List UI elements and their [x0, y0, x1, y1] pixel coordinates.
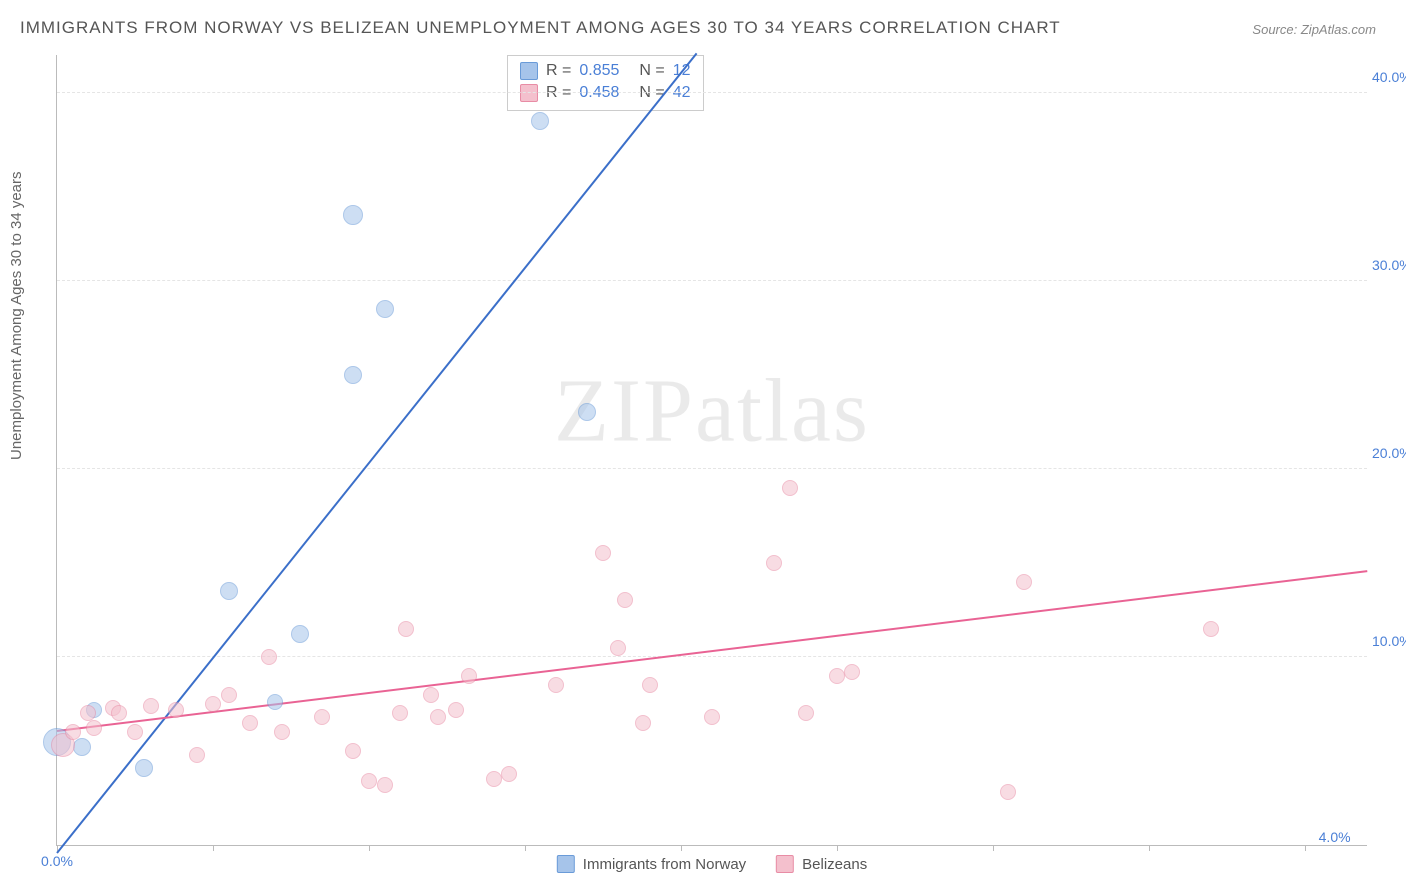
data-point-norway [73, 738, 91, 756]
gridline [57, 656, 1367, 657]
data-point-belizeans [65, 724, 81, 740]
data-point-belizeans [392, 705, 408, 721]
data-point-belizeans [610, 640, 626, 656]
data-point-norway [578, 403, 596, 421]
data-point-norway [220, 582, 238, 600]
data-point-norway [135, 759, 153, 777]
series-legend: Immigrants from Norway Belizeans [557, 855, 867, 873]
data-point-belizeans [704, 709, 720, 725]
data-point-belizeans [345, 743, 361, 759]
data-point-belizeans [127, 724, 143, 740]
legend-n-label: N = [639, 60, 664, 82]
data-point-belizeans [111, 705, 127, 721]
data-point-belizeans [798, 705, 814, 721]
legend-n-label: N = [639, 82, 664, 104]
series-legend-label: Belizeans [802, 856, 867, 873]
data-point-belizeans [423, 687, 439, 703]
data-point-belizeans [548, 677, 564, 693]
data-point-belizeans [168, 702, 184, 718]
x-tick [837, 845, 838, 851]
data-point-belizeans [1000, 784, 1016, 800]
data-point-belizeans [486, 771, 502, 787]
data-point-belizeans [398, 621, 414, 637]
legend-r-value: 0.458 [579, 82, 619, 104]
legend-r-value: 0.855 [579, 60, 619, 82]
gridline [57, 92, 1367, 93]
data-point-norway [267, 694, 283, 710]
x-tick [1149, 845, 1150, 851]
data-point-belizeans [430, 709, 446, 725]
data-point-belizeans [189, 747, 205, 763]
trend-line-belizeans [57, 570, 1367, 732]
data-point-belizeans [205, 696, 221, 712]
legend-r-label: R = [546, 60, 571, 82]
data-point-belizeans [844, 664, 860, 680]
data-point-belizeans [595, 545, 611, 561]
y-axis-label: Unemployment Among Ages 30 to 34 years [8, 171, 25, 460]
data-point-belizeans [642, 677, 658, 693]
data-point-belizeans [1203, 621, 1219, 637]
source-label: Source: [1252, 22, 1297, 37]
data-point-belizeans [635, 715, 651, 731]
data-point-belizeans [361, 773, 377, 789]
y-tick-label: 20.0% [1372, 445, 1406, 461]
source-value: ZipAtlas.com [1301, 22, 1376, 37]
data-point-norway [343, 205, 363, 225]
data-point-belizeans [86, 720, 102, 736]
x-tick [993, 845, 994, 851]
data-point-belizeans [461, 668, 477, 684]
x-tick-label: 0.0% [41, 853, 73, 869]
data-point-norway [376, 300, 394, 318]
y-tick-label: 10.0% [1372, 633, 1406, 649]
legend-swatch [520, 84, 538, 102]
data-point-belizeans [377, 777, 393, 793]
data-point-norway [344, 366, 362, 384]
plot-area: ZIPatlas R =0.855N =12R =0.458N =42 Immi… [56, 55, 1367, 846]
data-point-belizeans [221, 687, 237, 703]
x-tick [213, 845, 214, 851]
data-point-belizeans [314, 709, 330, 725]
legend-row-norway: R =0.855N =12 [520, 60, 691, 82]
data-point-belizeans [80, 705, 96, 721]
legend-swatch [776, 855, 794, 873]
watermark: ZIPatlas [554, 359, 870, 462]
data-point-belizeans [143, 698, 159, 714]
data-point-belizeans [274, 724, 290, 740]
x-tick [681, 845, 682, 851]
x-tick [525, 845, 526, 851]
series-legend-item: Immigrants from Norway [557, 855, 746, 873]
legend-swatch [557, 855, 575, 873]
legend-n-value: 42 [673, 82, 691, 104]
legend-r-label: R = [546, 82, 571, 104]
data-point-belizeans [782, 480, 798, 496]
data-point-norway [531, 112, 549, 130]
data-point-belizeans [766, 555, 782, 571]
trend-line-norway [56, 53, 697, 854]
data-point-belizeans [261, 649, 277, 665]
series-legend-label: Immigrants from Norway [583, 856, 746, 873]
gridline [57, 280, 1367, 281]
y-tick-label: 30.0% [1372, 257, 1406, 273]
gridline [57, 468, 1367, 469]
data-point-belizeans [242, 715, 258, 731]
legend-swatch [520, 62, 538, 80]
data-point-belizeans [1016, 574, 1032, 590]
y-tick-label: 40.0% [1372, 69, 1406, 85]
data-point-belizeans [448, 702, 464, 718]
x-tick [369, 845, 370, 851]
x-tick [1305, 845, 1306, 851]
data-point-belizeans [501, 766, 517, 782]
data-point-belizeans [617, 592, 633, 608]
data-point-belizeans [829, 668, 845, 684]
x-tick-label: 4.0% [1319, 829, 1351, 845]
chart-title: IMMIGRANTS FROM NORWAY VS BELIZEAN UNEMP… [20, 18, 1061, 38]
data-point-norway [291, 625, 309, 643]
series-legend-item: Belizeans [776, 855, 867, 873]
source-attribution: Source: ZipAtlas.com [1252, 22, 1376, 37]
